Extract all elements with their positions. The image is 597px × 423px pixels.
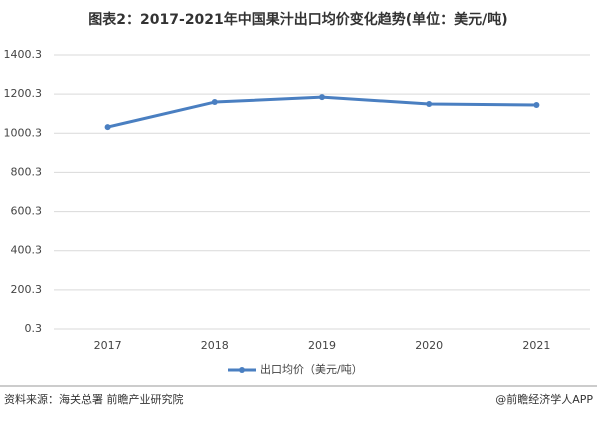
y-tick-label: 1200.3 [4, 87, 43, 100]
x-tick-label: 2021 [522, 339, 550, 352]
y-tick-label: 1000.3 [4, 126, 43, 139]
x-tick-label: 2020 [415, 339, 443, 352]
y-tick-label: 0.3 [25, 322, 43, 335]
y-tick-label: 200.3 [11, 283, 43, 296]
point [426, 100, 433, 107]
y-tick-label: 800.3 [11, 165, 43, 178]
point [211, 99, 218, 106]
legend-marker [239, 367, 245, 373]
x-tick-label: 2018 [201, 339, 229, 352]
footer-brand: @前瞻经济学人APP [495, 392, 593, 406]
legend-label: 出口均价（美元/吨） [260, 362, 363, 376]
footer-source: 资料来源：海关总署 前瞻产业研究院 [4, 392, 184, 406]
x-tick-label: 2019 [308, 339, 336, 352]
point [319, 94, 325, 101]
line [107, 95, 537, 129]
x-tick-label: 2017 [94, 339, 122, 352]
chart-title: 图表2：2017-2021年中国果汁出口均价变化趋势(单位：美元/吨) [88, 11, 507, 28]
y-tick-label: 1400.3 [4, 48, 43, 61]
y-tick-label: 400.3 [11, 244, 43, 257]
y-tick-label: 600.3 [11, 205, 43, 218]
point [104, 124, 111, 131]
point [533, 101, 540, 108]
